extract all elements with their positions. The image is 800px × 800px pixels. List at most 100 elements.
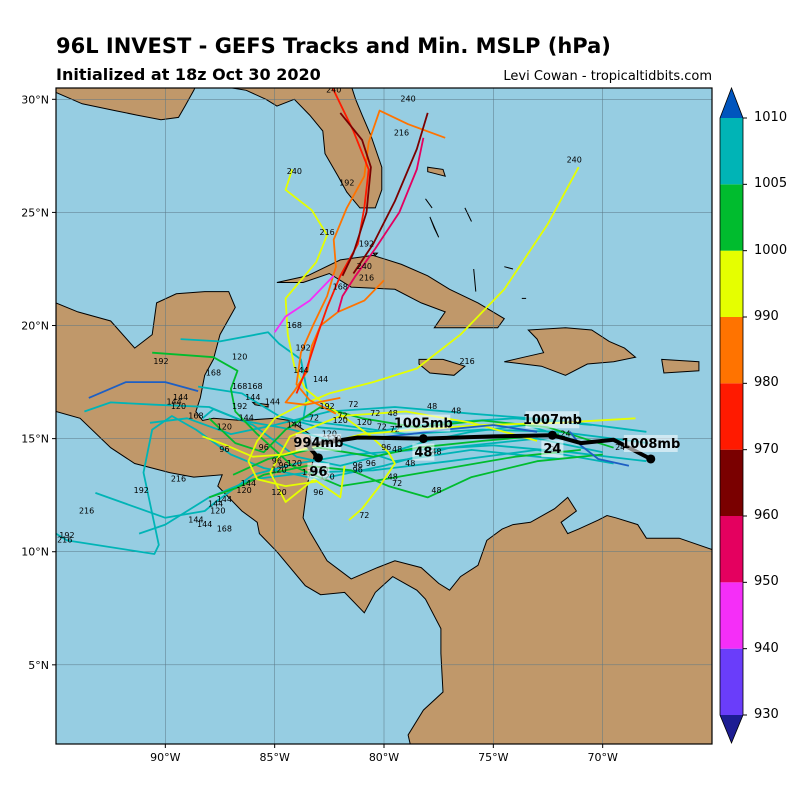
forecast-hour-label: 144 (197, 520, 212, 529)
colorbar-segment (720, 648, 743, 715)
small-island (504, 266, 514, 270)
landmass (427, 166, 446, 177)
forecast-hour-label: 120 (236, 486, 251, 495)
axis-ticks: 5°N 10°N 15°N 20°N 25°N 30°N 90°W 85°W 80°W 75°W 7… (21, 93, 618, 764)
forecast-hour-label: 144 (188, 515, 203, 524)
ensemble-member-track (152, 351, 581, 488)
mean-hour-label-bg (412, 443, 435, 461)
forecast-hour-label: 48 (405, 459, 415, 468)
mslp-label: 1008mb (621, 437, 680, 452)
ensemble-member-track (569, 431, 630, 467)
forecast-hour-label: 168 (206, 368, 221, 377)
ensemble-member-track (352, 112, 429, 275)
forecast-hour-label: 120 (171, 402, 186, 411)
colorbar-segment (720, 250, 743, 317)
forecast-hour-label: 192 (153, 357, 168, 366)
forecast-hour-label: 168 (188, 411, 203, 420)
forecast-hour-label: 144 (293, 366, 308, 375)
forecast-hour-label: 216 (171, 475, 186, 484)
forecast-hour-label: 192 (320, 402, 335, 411)
landmass (418, 358, 466, 376)
mslp-colorbar (719, 86, 747, 745)
mslp-label-bg (623, 434, 678, 452)
forecast-hour-label: 24 (560, 429, 570, 438)
forecast-hour-label: 72 (370, 409, 380, 418)
forecast-hour-label: 240 (357, 262, 372, 271)
ensemble-member-track (88, 381, 199, 399)
colorbar-segment (720, 118, 743, 185)
forecast-hour-label: 144 (173, 393, 188, 402)
mslp-label: 1007mb (523, 413, 582, 428)
mslp-label: 994mb (293, 436, 343, 451)
lon-tick-label: 90°W (150, 751, 180, 764)
forecast-hour-label: 240 (287, 167, 302, 176)
forecast-hour-label: 48 (388, 409, 398, 418)
forecast-hour-label: 192 (295, 343, 310, 352)
mean-track-point (313, 453, 323, 463)
forecast-hour-label: 144 (241, 479, 256, 488)
mean-hour-label: 48 (414, 446, 432, 461)
forecast-hour-label: 144 (208, 499, 223, 508)
ensemble-member-track (95, 444, 647, 519)
mean-hour-label-bg (307, 462, 330, 480)
colorbar-segment (720, 383, 743, 450)
forecast-hour-label: 240 (400, 95, 415, 104)
mslp-label-bg (525, 411, 580, 429)
lon-tick-label: 85°W (259, 751, 289, 764)
forecast-hour-label: 72 (377, 423, 387, 432)
forecast-hour-label: 144 (166, 398, 181, 407)
small-island (425, 198, 433, 209)
forecast-hour-label: 144 (245, 393, 260, 402)
forecast-hour-label: 72 (348, 400, 358, 409)
forecast-hour-label: 144 (239, 414, 254, 423)
forecast-hour-label: 168 (333, 282, 348, 291)
forecast-hour-label: 144 (287, 420, 302, 429)
forecast-hour-label: 192 (359, 239, 374, 248)
colorbar-tick-label: 950 (754, 574, 779, 590)
forecast-hour-label: 96 (313, 488, 323, 497)
lat-tick-label: 30°N (21, 93, 49, 106)
forecast-hour-label: 216 (320, 228, 335, 237)
colorbar-tick-label: 970 (754, 441, 779, 457)
colorbar-segment (720, 582, 743, 649)
forecast-hour-label: 120 (271, 488, 286, 497)
forecast-hour-label: 48 (388, 472, 398, 481)
forecast-hour-label: 96 (219, 445, 229, 454)
land-layer (56, 88, 712, 744)
mslp-label-bg (295, 433, 342, 451)
forecast-hour-label: 192 (134, 486, 149, 495)
ensemble-member-track (273, 275, 335, 333)
mslp-label-bg (396, 414, 451, 432)
lon-tick-label: 80°W (369, 751, 399, 764)
chart-title: 96L INVEST - GEFS Tracks and Min. MSLP (… (56, 34, 611, 58)
forecast-hour-label: 96 (259, 443, 269, 452)
forecast-hour-label: 216 (57, 536, 72, 545)
landmass (429, 216, 440, 238)
forecast-hour-label: 120 (333, 416, 348, 425)
colorbar-segment (720, 516, 743, 583)
mean-hour-label: 24 (543, 442, 561, 457)
forecast-hour-label: 48 (451, 407, 461, 416)
forecast-hour-label: 96 (272, 457, 282, 466)
forecast-hour-label: 216 (359, 273, 374, 282)
forecast-hour-label: 120 (232, 352, 247, 361)
forecast-hour-label: 192 (339, 178, 354, 187)
forecast-hour-label: 120 (217, 423, 232, 432)
forecast-hour-label: 168 (217, 524, 232, 533)
forecast-hour-label: 48 (427, 402, 437, 411)
lat-tick-label: 25°N (21, 206, 49, 219)
colorbar-tick-label: 980 (754, 375, 779, 391)
forecast-hour-label: 240 (326, 86, 341, 95)
forecast-hour-label: 168 (232, 382, 247, 391)
forecast-hour-label: 120 (271, 466, 286, 475)
ensemble-member-track (208, 453, 603, 499)
forecast-hour-label: 144 (217, 495, 232, 504)
forecast-hour-label: 96 (381, 443, 391, 452)
forecast-hour-label: 120 (357, 418, 372, 427)
landmass (371, 252, 379, 257)
colorbar-tick-label: 1010 (754, 110, 788, 125)
forecast-hour-label: 96 (353, 466, 363, 475)
forecast-hour-label: 96 (353, 461, 363, 470)
